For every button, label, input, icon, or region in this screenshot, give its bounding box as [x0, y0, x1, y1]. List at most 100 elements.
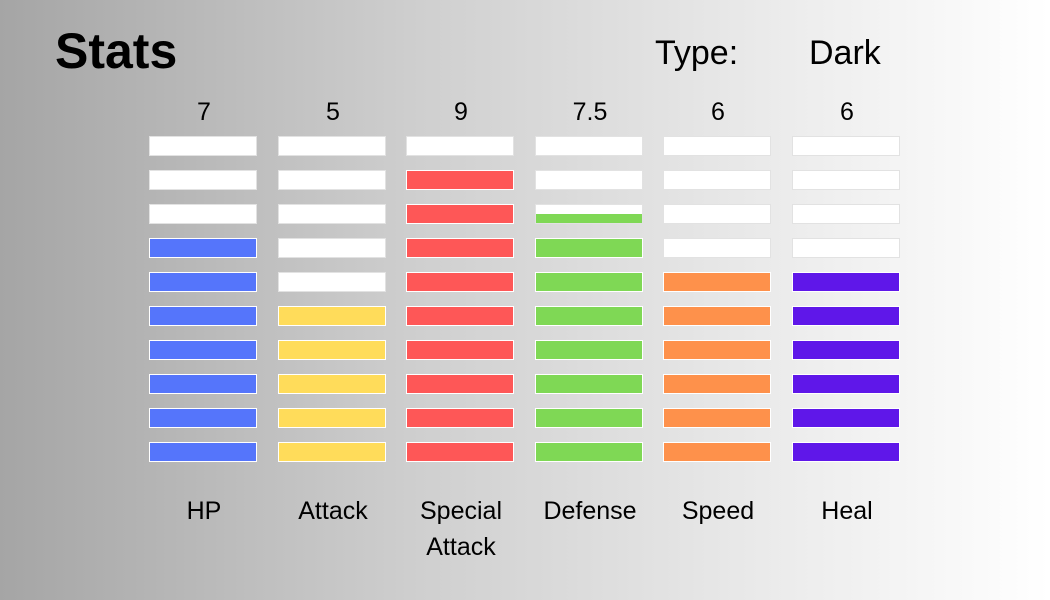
stat-bar-fill: [536, 443, 642, 461]
stat-bar-segment: [149, 306, 257, 326]
stat-bar-fill: [150, 409, 256, 427]
stat-bar-fill: [407, 375, 513, 393]
stat-bar-segment: [406, 374, 514, 394]
stat-name: Defense: [543, 497, 637, 525]
stat-bar-segment: [149, 170, 257, 190]
stat-bar-fill: [150, 307, 256, 325]
stat-bar-segment: [149, 204, 257, 224]
stat-bar-segment: [792, 306, 900, 326]
stat-bar-segment: [149, 408, 257, 428]
stat-bar-segment: [535, 408, 643, 428]
page-title: Stats: [55, 23, 178, 79]
stat-bar-segment: [792, 136, 900, 156]
stat-bar-segment: [149, 272, 257, 292]
stat-bar-segment: [663, 374, 771, 394]
stat-bar-segment: [792, 374, 900, 394]
stat-bar-fill: [664, 273, 770, 291]
stat-bar-fill: [793, 375, 899, 393]
stat-bar-segment: [278, 306, 386, 326]
stat-bar-fill: [536, 307, 642, 325]
stat-bar-fill: [536, 341, 642, 359]
stat-value: 9: [454, 98, 468, 126]
stat-bar-fill: [279, 341, 385, 359]
stat-bar-segment: [663, 340, 771, 360]
stat-column: 7.5 Defense: [535, 0, 645, 600]
stat-bar-segment: [535, 340, 643, 360]
stat-bar-segment: [663, 204, 771, 224]
stat-bar-segment: [149, 374, 257, 394]
stat-bar-fill: [150, 239, 256, 257]
stat-bar-segment: [535, 374, 643, 394]
stat-bar-segment: [406, 204, 514, 224]
stat-bar-fill: [664, 341, 770, 359]
stat-bar-segment: [663, 442, 771, 462]
stat-column: 5 Attack: [278, 0, 388, 600]
stat-bar-fill: [407, 171, 513, 189]
stat-bar-fill: [536, 239, 642, 257]
stat-bar-segment: [792, 272, 900, 292]
stat-bar-fill: [793, 409, 899, 427]
stat-bar-fill: [793, 341, 899, 359]
stat-value: 5: [326, 98, 340, 126]
stat-bar-fill: [279, 307, 385, 325]
stat-bar-segment: [278, 238, 386, 258]
type-label: Type:: [655, 34, 739, 72]
stat-bar-segment: [792, 204, 900, 224]
stat-bar-segment: [792, 408, 900, 428]
stat-bar-fill: [150, 443, 256, 461]
stat-value: 6: [840, 98, 854, 126]
stat-bar-segment: [406, 238, 514, 258]
stat-bar-fill: [279, 409, 385, 427]
stat-bar-segment: [663, 170, 771, 190]
stat-bar-fill: [150, 341, 256, 359]
stat-name: HP: [186, 497, 222, 525]
stat-bar-segment: [792, 238, 900, 258]
stat-value: 7.5: [572, 98, 608, 126]
stat-bar-fill: [407, 205, 513, 223]
stat-bar-segment: [278, 272, 386, 292]
stat-bar-segment: [278, 204, 386, 224]
stat-value: 7: [197, 98, 211, 126]
stat-bar-segment: [149, 442, 257, 462]
stat-bar-fill: [536, 409, 642, 427]
stat-bar-segment: [535, 170, 643, 190]
stat-bar-segment: [406, 170, 514, 190]
stat-bar-fill: [664, 307, 770, 325]
stat-bar-segment: [663, 238, 771, 258]
stat-bar-fill: [407, 341, 513, 359]
type-value: Dark: [809, 34, 881, 72]
stat-name: Speed: [681, 497, 755, 525]
stat-bar-segment: [406, 306, 514, 326]
stat-name: Special Attack: [420, 497, 502, 561]
stat-bar-fill: [279, 443, 385, 461]
stat-bar-segment: [406, 272, 514, 292]
stat-bar-segment: [149, 340, 257, 360]
stat-bar-fill: [536, 375, 642, 393]
stat-bar-segment: [535, 442, 643, 462]
stat-bar-fill: [664, 409, 770, 427]
stat-value: 6: [711, 98, 725, 126]
stat-bar-fill: [150, 273, 256, 291]
stat-bar-segment: [535, 238, 643, 258]
stat-bar-segment: [406, 442, 514, 462]
stat-bar-segment: [149, 238, 257, 258]
stat-bar-segment: [792, 170, 900, 190]
stat-bar-fill: [407, 409, 513, 427]
stat-bar-fill: [793, 273, 899, 291]
stat-bar-segment: [406, 340, 514, 360]
stat-column: 6 Speed: [663, 0, 773, 600]
stat-bar-fill: [664, 443, 770, 461]
stat-bar-segment: [278, 340, 386, 360]
stat-bar-segment: [663, 306, 771, 326]
stat-bar-fill: [407, 307, 513, 325]
stat-bar-segment: [278, 136, 386, 156]
stat-bar-fill: [407, 273, 513, 291]
stat-bar-segment: [535, 306, 643, 326]
stat-bar-fill: [407, 443, 513, 461]
stat-name: Heal: [821, 497, 873, 525]
stat-bar-segment: [663, 272, 771, 292]
stat-name: Attack: [298, 497, 368, 525]
stat-bar-segment: [663, 408, 771, 428]
stat-bar-segment: [278, 374, 386, 394]
